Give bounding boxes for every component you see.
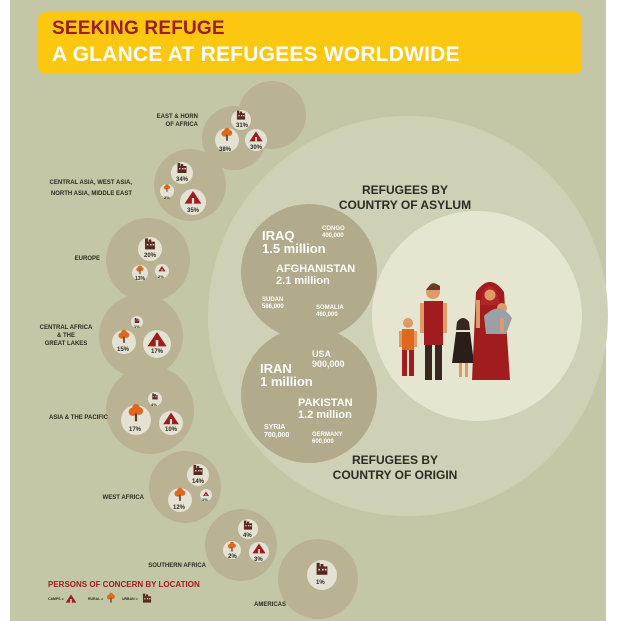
region-label-asia-pacific: ASIA & THE PACIFIC [48,415,108,421]
legend-urban: URBAN = [122,597,138,601]
pct-west-rural: 12% [173,505,186,511]
pct-cafrica-urban: 1% [134,324,140,329]
tree-legend-icon [106,592,115,603]
origin-syria: SYRIA 700,000 [264,424,290,439]
pct-casia-urban: 34% [176,177,189,183]
region-label-central-africa: CENTRAL AFRICA & THE GREAT LAKES [39,325,93,347]
region-label-americas: AMERICAS [253,602,286,608]
pct-europe-urban: 20% [144,253,157,259]
camp-legend-icon [65,594,77,603]
title-banner: SEEKING REFUGE A GLANCE AT REFUGEES WORL… [38,12,582,74]
asylum-sudan: SUDAN 586,000 [262,297,284,310]
pct-europe-camps: 2% [158,274,164,279]
origin-pakistan: PAKISTAN 1.2 million [298,397,353,421]
origin-heading: REFUGEES BY COUNTRY OF ORIGIN [332,453,458,482]
pct-cafrica-rural: 15% [117,347,130,353]
legend-rural: RURAL = [88,597,104,601]
pct-asia-rural: 17% [129,427,142,433]
asylum-somalia: SOMALIA 460,000 [316,305,344,318]
asylum-iraq: IRAQ 1.5 million [262,228,326,256]
pct-casia-camps: 35% [187,208,200,214]
house-legend-icon [142,593,152,603]
region-label-europe: EUROPE [74,256,100,262]
asylum-afghanistan: AFGHANISTAN 2.1 million [276,263,356,287]
pct-west-urban: 14% [192,479,205,485]
pct-americas-urban: 1% [316,580,325,586]
pct-west-camps: 1% [202,497,208,502]
family-illustration [399,282,512,380]
legend-camps: CAMPS = [48,597,64,601]
region-label-central-asia: CENTRAL ASIA, WEST ASIA, NORTH ASIA, MIDD… [49,180,132,197]
asylum-congo: CONGO 400,000 [322,226,345,239]
pct-cafrica-camps: 17% [151,349,164,355]
origin-germany: GERMANY 600,000 [312,432,343,445]
asylum-heading: REFUGEES BY COUNTRY OF ASYLUM [338,183,472,212]
pct-asia-camps: 10% [165,427,178,433]
origin-iran: IRAN 1 million [260,361,313,389]
pct-south-camps: 3% [254,557,263,563]
asylum-circle [241,204,377,340]
region-label-east-horn-africa: EAST & HORN OF AFRICA [156,114,198,128]
origin-usa: USA 900,000 [312,349,345,369]
pct-south-urban: 4% [243,533,252,539]
pct-east-rural: 38% [219,147,232,153]
title-line-1: SEEKING REFUGE [52,18,225,39]
pct-casia-rural: 2% [164,195,170,200]
title-line-2: A GLANCE AT REFUGEES WORLDWIDE [52,43,460,66]
pct-east-urban: 31% [236,123,249,129]
pct-south-rural: 2% [228,554,237,560]
region-label-southern-africa: SOUTHERN AFRICA [148,563,206,569]
pct-europe-rural: 13% [135,276,146,282]
legend-title: PERSONS OF CONCERN BY LOCATION [48,580,200,589]
pct-asia-urban: 4% [151,402,157,407]
pct-east-camps: 30% [250,145,263,151]
origin-circle [241,327,377,463]
region-label-west-africa: WEST AFRICA [102,495,144,501]
